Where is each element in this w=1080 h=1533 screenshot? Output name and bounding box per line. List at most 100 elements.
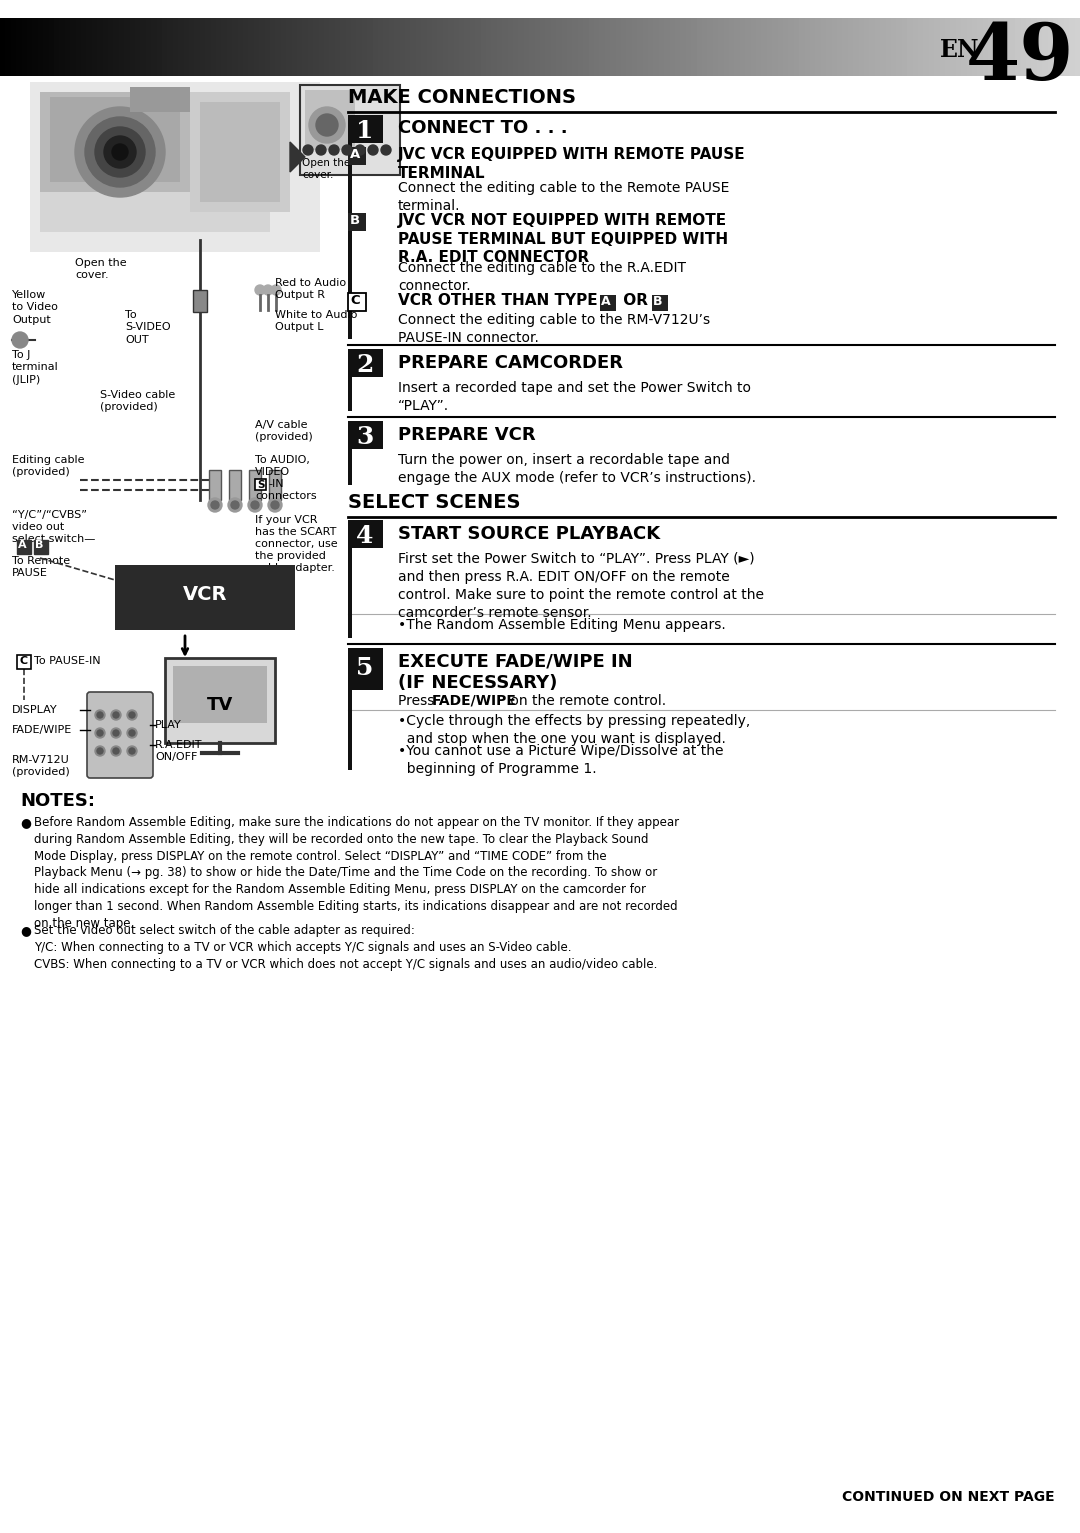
Bar: [1031, 18, 1038, 77]
Bar: [529, 18, 536, 77]
Bar: [146, 18, 152, 77]
Text: Set the video out select switch of the cable adapter as required:
Y/C: When conn: Set the video out select switch of the c…: [33, 924, 658, 970]
Circle shape: [97, 711, 103, 717]
Text: video out: video out: [12, 523, 64, 532]
Text: cover.: cover.: [75, 270, 109, 281]
Bar: [805, 18, 811, 77]
Circle shape: [95, 710, 105, 721]
Bar: [22, 18, 28, 77]
Bar: [967, 18, 973, 77]
Bar: [27, 18, 33, 77]
Text: VCR: VCR: [183, 586, 227, 604]
Bar: [378, 18, 384, 77]
Bar: [918, 18, 924, 77]
Bar: [864, 18, 870, 77]
Bar: [751, 18, 757, 77]
Bar: [437, 18, 444, 77]
Bar: [108, 18, 114, 77]
Bar: [59, 18, 66, 77]
Circle shape: [316, 146, 326, 155]
Bar: [249, 471, 261, 500]
Bar: [1037, 18, 1043, 77]
Bar: [567, 18, 573, 77]
Circle shape: [85, 117, 156, 187]
Circle shape: [113, 730, 119, 736]
Circle shape: [264, 285, 273, 294]
Bar: [348, 520, 383, 547]
Bar: [394, 18, 401, 77]
Text: Insert a recorded tape and set the Power Switch to
“PLAY”.: Insert a recorded tape and set the Power…: [399, 382, 751, 412]
Circle shape: [111, 747, 121, 756]
Bar: [470, 18, 476, 77]
Circle shape: [342, 146, 352, 155]
Bar: [270, 18, 276, 77]
Bar: [281, 18, 287, 77]
Text: the provided: the provided: [255, 550, 326, 561]
Bar: [961, 18, 968, 77]
Bar: [151, 18, 158, 77]
Bar: [1075, 18, 1080, 77]
Bar: [17, 540, 31, 553]
Bar: [286, 18, 293, 77]
Circle shape: [355, 146, 365, 155]
Bar: [427, 18, 433, 77]
Bar: [32, 18, 39, 77]
Bar: [632, 18, 638, 77]
Text: CONTINUED ON NEXT PAGE: CONTINUED ON NEXT PAGE: [842, 1490, 1055, 1504]
Bar: [880, 18, 887, 77]
Text: PAUSE: PAUSE: [12, 569, 48, 578]
Bar: [119, 18, 125, 77]
Bar: [832, 18, 838, 77]
Bar: [348, 690, 352, 770]
Bar: [745, 18, 752, 77]
Bar: [1053, 18, 1059, 77]
Text: has the SCART: has the SCART: [255, 527, 336, 537]
Circle shape: [12, 333, 28, 348]
Bar: [524, 18, 530, 77]
Bar: [913, 18, 919, 77]
Text: “Y/C”/“CVBS”: “Y/C”/“CVBS”: [12, 510, 87, 520]
Bar: [130, 18, 136, 77]
Text: PLAY: PLAY: [156, 721, 181, 730]
Bar: [718, 18, 725, 77]
Text: START SOURCE PLAYBACK: START SOURCE PLAYBACK: [399, 524, 660, 543]
Text: cable adapter.: cable adapter.: [255, 563, 335, 573]
Text: (provided): (provided): [12, 766, 70, 777]
Bar: [486, 18, 492, 77]
Bar: [165, 658, 275, 744]
Bar: [49, 18, 55, 77]
Bar: [772, 18, 779, 77]
Text: To
S-VIDEO
OUT: To S-VIDEO OUT: [125, 310, 171, 345]
Bar: [259, 18, 266, 77]
Bar: [853, 18, 860, 77]
Bar: [869, 18, 876, 77]
Bar: [896, 18, 903, 77]
Bar: [0, 18, 6, 77]
Bar: [810, 18, 816, 77]
Bar: [103, 18, 109, 77]
Bar: [891, 18, 897, 77]
Bar: [659, 18, 665, 77]
Bar: [130, 87, 190, 112]
Text: ●: ●: [21, 816, 31, 829]
Bar: [38, 18, 44, 77]
Bar: [761, 18, 768, 77]
Text: To AUDIO,: To AUDIO,: [255, 455, 310, 464]
Bar: [562, 18, 568, 77]
Text: TV: TV: [207, 696, 233, 714]
Text: JVC VCR EQUIPPED WITH REMOTE PAUSE
TERMINAL: JVC VCR EQUIPPED WITH REMOTE PAUSE TERMI…: [399, 147, 745, 181]
Bar: [346, 18, 352, 77]
Text: FADE/WIPE: FADE/WIPE: [12, 725, 72, 734]
Bar: [680, 18, 687, 77]
Bar: [540, 18, 546, 77]
Text: PREPARE CAMCORDER: PREPARE CAMCORDER: [399, 354, 623, 373]
Bar: [837, 18, 843, 77]
Bar: [254, 18, 260, 77]
Text: 3: 3: [356, 425, 374, 449]
Text: cover.: cover.: [302, 170, 334, 179]
Circle shape: [127, 710, 137, 721]
Bar: [778, 18, 784, 77]
Bar: [1015, 18, 1022, 77]
Bar: [292, 18, 298, 77]
Bar: [977, 18, 984, 77]
